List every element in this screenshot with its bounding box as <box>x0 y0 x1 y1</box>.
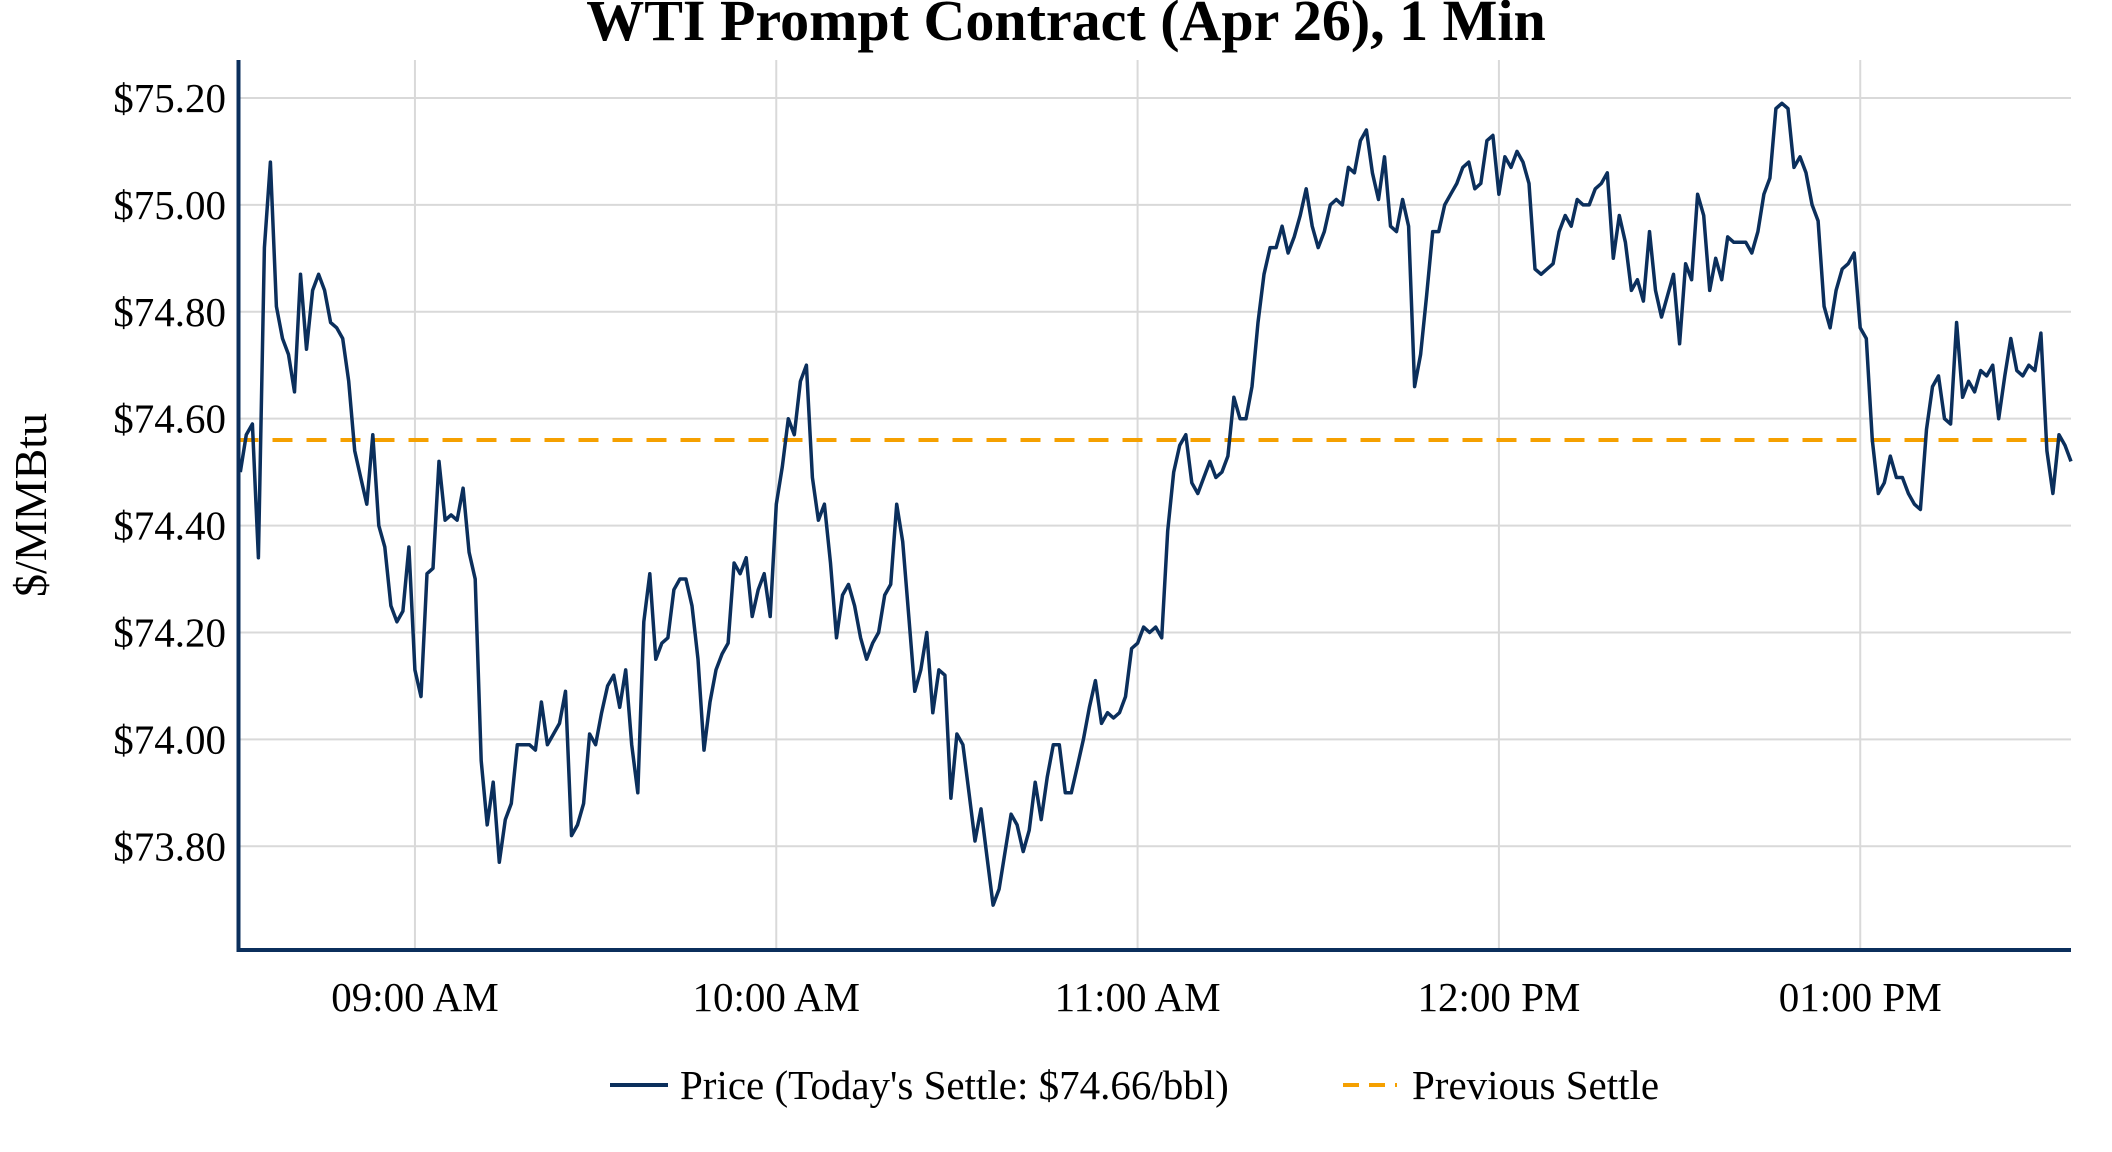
y-tick-label: $74.80 <box>113 289 226 335</box>
x-tick-label: 01:00 PM <box>1779 974 1942 1020</box>
y-axis-ticks: $73.80 $74.00 $74.20 $74.40 $74.60 $74.80 $75.… <box>113 75 226 869</box>
chart-title: WTI Prompt Contract (Apr 26), 1 Min <box>586 0 1546 53</box>
y-tick-label: $73.80 <box>113 823 226 869</box>
legend-previous-settle-label: Previous Settle <box>1412 1062 1659 1108</box>
y-tick-label: $74.40 <box>113 503 226 549</box>
gridlines <box>238 60 2071 950</box>
price-series-line <box>238 101 2073 907</box>
x-axis-ticks: 09:00 AM 10:00 AM 11:00 AM 12:00 PM 01:00 PM <box>331 974 1941 1020</box>
y-tick-label: $74.20 <box>113 609 226 655</box>
y-tick-label: $74.60 <box>113 396 226 442</box>
x-tick-label: 10:00 AM <box>693 974 860 1020</box>
legend: Price (Today's Settle: $74.66/bbl) Previ… <box>610 1062 1659 1108</box>
y-tick-label: $75.20 <box>113 75 226 121</box>
x-tick-label: 09:00 AM <box>331 974 498 1020</box>
legend-price-label: Price (Today's Settle: $74.66/bbl) <box>680 1062 1229 1108</box>
x-tick-label: 12:00 PM <box>1417 974 1580 1020</box>
y-axis-label: $/MMBtu <box>5 413 56 597</box>
x-tick-label: 11:00 AM <box>1055 974 1221 1020</box>
y-tick-label: $75.00 <box>113 182 226 228</box>
y-tick-label: $74.00 <box>113 716 226 762</box>
